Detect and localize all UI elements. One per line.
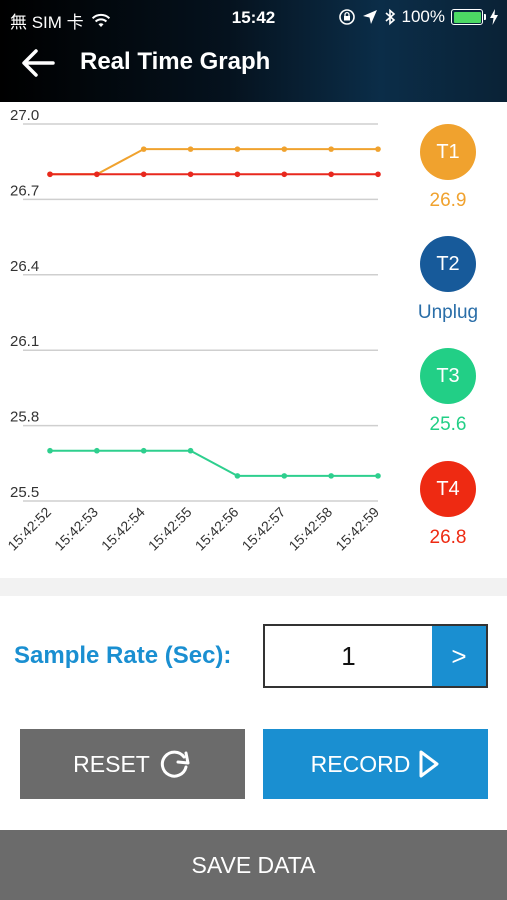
data-point: [328, 146, 334, 152]
y-tick-label: 26.7: [10, 182, 39, 199]
chart-plot: 27.0 26.7 26.4 26.1 25.8 25.5 15:42:5215:42:53…: [4, 107, 382, 554]
sensor-t1[interactable]: T1 26.9: [403, 124, 493, 212]
x-tick-label: 15:42:52: [4, 504, 54, 554]
status-right: 100%: [338, 7, 499, 27]
sensor-t3-value: 25.6: [429, 414, 467, 435]
data-point: [47, 447, 53, 454]
bluetooth-icon: [384, 8, 395, 26]
y-tick-label: 26.1: [10, 333, 39, 350]
data-point: [281, 171, 288, 178]
data-point: [234, 171, 241, 178]
battery-icon: [451, 9, 486, 25]
data-point: [375, 146, 381, 152]
y-tick-label: 26.4: [10, 258, 39, 275]
sample-rate-value[interactable]: 1: [341, 641, 356, 671]
sensor-t1-badge: T1: [420, 124, 476, 180]
y-tick-label: 25.8: [10, 409, 39, 426]
back-arrow-icon[interactable]: [20, 47, 56, 79]
sensor-t4[interactable]: T4 26.8: [403, 461, 493, 549]
data-point: [140, 171, 147, 178]
sample-rate-field[interactable]: 1 >: [263, 624, 488, 688]
y-tick-label: 27.0: [10, 107, 39, 124]
data-point: [281, 473, 288, 479]
record-label: RECORD: [310, 750, 411, 777]
sensor-t3[interactable]: T3 25.6: [403, 348, 493, 436]
data-point: [94, 171, 100, 178]
data-point: [375, 171, 381, 178]
x-tick-label: 15:42:53: [51, 504, 101, 554]
status-left: 無 SIM 卡: [10, 8, 112, 33]
sensor-t2-badge: T2: [420, 236, 476, 292]
data-point: [47, 171, 53, 178]
sensor-t1-value: 26.9: [429, 190, 467, 211]
data-point: [140, 447, 147, 454]
location-icon: [362, 10, 377, 24]
sample-rate-next-button[interactable]: >: [432, 626, 486, 686]
record-button[interactable]: RECORD: [263, 729, 488, 799]
x-tick-label: 15:42:56: [192, 504, 242, 554]
data-point: [187, 447, 194, 454]
sensor-t2[interactable]: T2 Unplug: [403, 236, 493, 324]
data-point: [94, 447, 100, 454]
sensor-t4-value: 26.8: [429, 527, 467, 548]
data-point: [234, 146, 241, 152]
sensor-t3-badge: T3: [420, 348, 476, 404]
x-tick-label: 15:42:58: [285, 504, 335, 554]
data-point: [281, 146, 288, 152]
orientation-lock-icon: [338, 9, 355, 25]
data-point: [187, 146, 194, 152]
x-tick-label: 15:42:54: [98, 504, 148, 554]
status-time: 15:42: [231, 8, 276, 27]
chart-divider: [0, 578, 507, 596]
reset-button[interactable]: RESET: [20, 729, 245, 799]
app-header: 無 SIM 卡 15:42 100%: [0, 0, 507, 102]
reset-label: RESET: [73, 750, 150, 777]
status-bar: 無 SIM 卡 15:42 100%: [0, 0, 507, 36]
save-data-button[interactable]: SAVE DATA: [0, 830, 507, 900]
sensor-t2-value: Unplug: [417, 302, 479, 323]
wifi-icon: [91, 13, 110, 27]
data-point: [328, 473, 334, 479]
sample-rate-label: Sample Rate (Sec):: [14, 642, 232, 669]
y-tick-label: 25.5: [10, 484, 39, 501]
refresh-icon: [160, 750, 190, 778]
series-line: [50, 449, 378, 477]
battery-percent: 100%: [401, 7, 445, 26]
series-line: [50, 148, 378, 176]
x-tick-label: 15:42:59: [332, 504, 382, 554]
sensor-t4-badge: T4: [420, 461, 476, 517]
play-icon: [419, 750, 439, 778]
charging-icon: [490, 9, 498, 25]
data-point: [375, 473, 381, 479]
data-point: [140, 146, 147, 152]
data-point: [328, 171, 334, 178]
data-point: [187, 171, 194, 178]
carrier-label: 無 SIM 卡: [10, 13, 84, 32]
x-tick-label: 15:42:57: [239, 504, 289, 554]
x-tick-label: 15:42:55: [145, 504, 195, 554]
save-data-label: SAVE DATA: [191, 851, 316, 878]
data-point: [234, 473, 241, 479]
real-time-chart: 27.0 26.7 26.4 26.1 25.8 25.5 15:42:52 15:42:53…: [0, 102, 507, 579]
page-title: Real Time Graph: [80, 48, 271, 75]
